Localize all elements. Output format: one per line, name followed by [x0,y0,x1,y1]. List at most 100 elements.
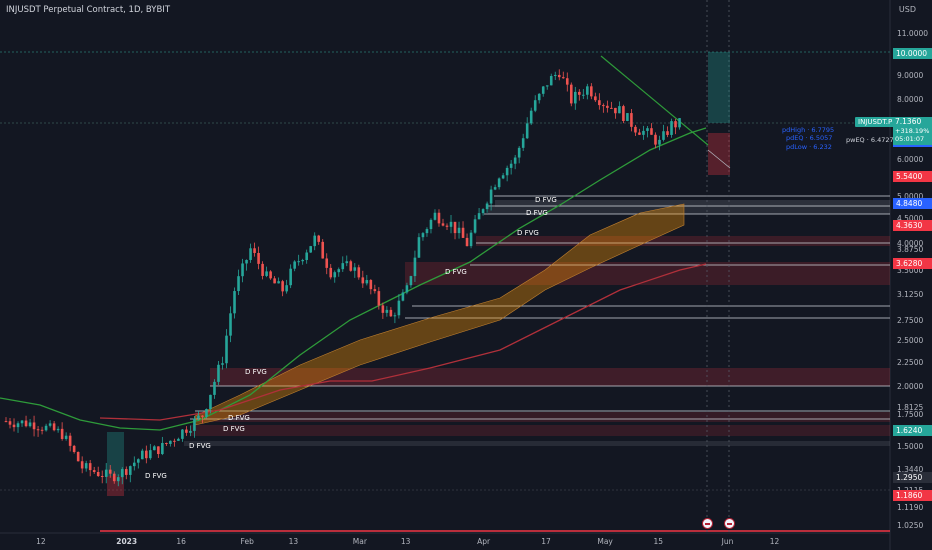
candle-body [205,409,208,417]
price-tag: 3.6280 [893,258,932,270]
y-tick-label: 2.5000 [897,336,924,346]
candle-body [145,450,148,459]
candle-body [257,252,260,264]
candle-body [666,131,669,135]
us-flag-event-icon[interactable] [702,518,713,529]
x-tick-label: 13 [400,537,411,546]
candle-body [4,421,8,423]
candle-body [610,107,613,109]
candle-body [409,276,413,286]
candle-body [622,106,625,121]
candle-body [509,163,513,168]
fvg-zone [476,236,890,246]
candle-body [618,106,621,114]
candle-body [325,258,329,268]
candle-body [505,167,509,176]
y-tick-label: 1.0250 [897,521,924,530]
candle-body [393,315,397,317]
candle-body [385,309,389,313]
candle-body [413,257,417,277]
candle-body [153,446,156,451]
candle-body [64,435,68,439]
current-price-tag: 7.1360 +318.19% 05:01:07 [893,117,932,145]
candle-body [357,267,361,278]
fvg-zone [405,262,890,285]
candle-body [221,363,224,365]
candle-body [285,285,288,292]
candle-body [489,189,493,204]
candle-body [449,221,453,227]
candle-body [469,232,473,247]
fvg-zone [184,441,890,446]
price-tag: 1.1860 [893,490,932,502]
candle-body [92,470,96,472]
candle-body [201,415,204,417]
candle-body [301,260,304,262]
candle-body [513,157,517,164]
trendline [707,149,731,169]
fvg-label: D FVG [517,229,539,237]
candle-body [341,263,345,270]
candle-body [217,364,220,382]
candle-body [445,225,449,227]
candle-body [40,429,44,431]
candle-body [397,300,401,316]
candle-body [417,237,421,258]
y-tick-label: 1.5000 [897,442,924,452]
fvg-zone [190,425,890,436]
candle-body [541,86,545,94]
x-tick-label: 17 [541,537,551,546]
fvg-zone [488,207,890,214]
candle-body [68,435,72,446]
candle-body [453,221,457,234]
fvg-label: D FVG [245,368,267,376]
price-tag: 4.3630 [893,220,932,232]
position-loss-zone [708,133,730,175]
candle-body [88,463,92,471]
candle-body [421,233,425,238]
candle-body [646,128,649,131]
level-label: pdLow · 6.232 [786,143,832,151]
candle-body [233,291,236,314]
candle-body [108,469,112,474]
candle-body [373,289,377,292]
x-tick-label: 2023 [116,537,138,546]
candle-body [521,138,525,148]
candle-body [333,272,337,278]
candle-body [116,477,120,482]
candle-body [501,175,505,179]
candle-body [209,394,212,410]
candle-body [557,74,561,78]
candle-body [561,77,565,79]
candle-body [289,268,292,286]
y-tick-label: 1.7500 [897,410,924,420]
y-tick-label: 4.0000 [897,238,924,248]
level-label: pdHigh · 6.7795 [782,126,835,134]
candle-body [293,261,296,269]
candle-body [80,461,84,469]
candle-body [670,121,673,135]
candle-body [582,94,585,96]
candle-body [586,86,589,95]
candle-body [590,86,593,97]
candle-body [249,248,252,260]
candle-body [630,113,633,127]
candle-body [662,131,665,140]
candle-body [477,213,481,220]
trendline [600,55,709,146]
x-tick-label: Feb [240,537,254,546]
candle-body [161,442,164,455]
us-flag-event-icon[interactable] [724,518,735,529]
ticker-badge[interactable]: INJUSDT.P [855,117,896,127]
y-tick-label: 1.1190 [897,502,924,512]
candle-body [12,424,16,428]
x-tick-label: May [597,537,613,546]
candle-body [225,335,228,364]
candle-body [317,235,321,242]
candle-body [229,313,232,336]
candle-body [481,209,485,214]
y-tick-label: 8.0000 [897,95,924,105]
candle-body [124,469,128,475]
candle-body [20,420,24,424]
